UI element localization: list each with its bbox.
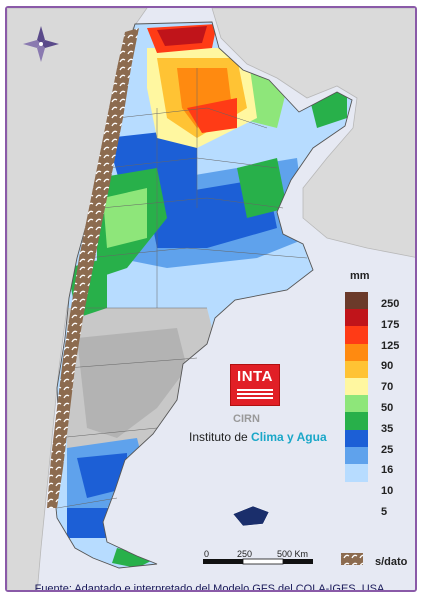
legend-unit: mm xyxy=(350,270,370,282)
nodata-label: s/dato xyxy=(375,556,408,568)
legend-swatch xyxy=(345,412,368,431)
institute-accent: Clima y Agua xyxy=(251,430,327,444)
legend-label: 250 xyxy=(381,298,400,310)
legend-label: 175 xyxy=(381,318,400,331)
legend-swatch xyxy=(345,378,368,396)
legend-label: 10 xyxy=(381,485,394,498)
legend-label: 16 xyxy=(381,464,394,477)
province-borders xyxy=(56,68,308,509)
precipitation-map xyxy=(7,8,415,590)
scale-label-250: 250 xyxy=(237,549,253,559)
source-caption: Fuente: Adaptado e interpretado del Mode… xyxy=(34,583,388,592)
legend-label: 70 xyxy=(381,381,394,394)
legend-swatch xyxy=(345,309,368,327)
argentina-outline xyxy=(52,21,353,569)
legend-label: 50 xyxy=(381,402,394,414)
legend-label: 25 xyxy=(381,443,394,456)
legend-swatch xyxy=(345,446,368,465)
compass-rose-icon xyxy=(23,26,59,62)
nodata-andes xyxy=(47,28,139,508)
malvinas-islands xyxy=(232,505,270,527)
legend-label: 90 xyxy=(381,360,394,373)
legend-swatch xyxy=(345,292,368,310)
logo-brand: INTA xyxy=(237,368,273,385)
logo-stripes xyxy=(237,389,273,399)
logo-sub: CIRN xyxy=(233,413,260,425)
legend-swatch xyxy=(345,343,368,362)
scale-bar xyxy=(203,558,313,565)
legend-label: 125 xyxy=(381,339,400,352)
legend-label: 35 xyxy=(381,422,394,435)
scale-label-500: 500 Km xyxy=(277,549,309,559)
legend-label: 5 xyxy=(381,506,388,518)
legend-swatch xyxy=(345,326,368,345)
legend-swatch xyxy=(345,395,368,413)
legend-swatch xyxy=(345,464,368,482)
legend-swatch xyxy=(345,360,368,379)
institute-prefix: Instituto de xyxy=(189,430,252,444)
nodata-swatch xyxy=(341,553,363,565)
neighbour-land-north xyxy=(211,8,415,258)
map-frame: mm 250 175 125 90 70 50 35 25 16 10 5 s/dato INTA … xyxy=(5,6,417,592)
institute-name: Instituto de Clima y Agua xyxy=(189,430,327,444)
legend-swatch xyxy=(345,429,368,448)
inta-logo: INTA xyxy=(230,364,280,406)
scale-label-0: 0 xyxy=(204,549,210,559)
